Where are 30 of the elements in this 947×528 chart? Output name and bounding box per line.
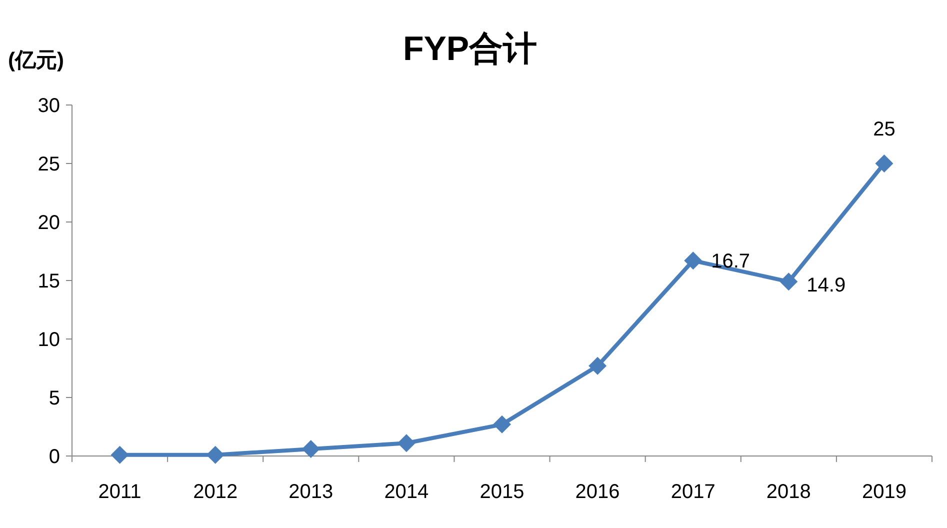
x-tick-label: 2018 [766, 481, 811, 503]
point [206, 446, 224, 464]
y-tick-label: 15 [38, 270, 60, 292]
chart-title: FYP合计 [402, 30, 538, 68]
data-label: 14.9 [806, 274, 846, 297]
y-axis-title: (亿元) [8, 49, 64, 72]
y-tick-label: 0 [48, 446, 60, 468]
y-tick-label: 30 [38, 95, 60, 117]
point [780, 272, 798, 291]
y-tick-label: 10 [38, 329, 60, 351]
x-tick-label: 2012 [193, 481, 238, 503]
x-tick-label: 2011 [98, 481, 142, 503]
x-tick-label: 2016 [575, 481, 620, 503]
point [302, 440, 320, 458]
point [684, 252, 702, 270]
point [875, 154, 894, 172]
y-tick-label: 25 [38, 154, 60, 176]
data-label: 16.7 [711, 250, 750, 273]
point [397, 434, 416, 452]
x-tick-label: 2017 [670, 481, 716, 503]
x-tick-label: 2019 [862, 481, 906, 503]
x-tick-label: 2013 [288, 481, 334, 503]
point [493, 415, 511, 434]
point [110, 446, 129, 464]
data-label: 25 [873, 118, 896, 140]
point [588, 356, 607, 375]
x-tick-label: 2014 [384, 481, 429, 503]
x-tick-label: 2015 [480, 481, 524, 503]
y-tick-label: 5 [48, 388, 60, 410]
y-tick-label: 20 [38, 212, 60, 234]
